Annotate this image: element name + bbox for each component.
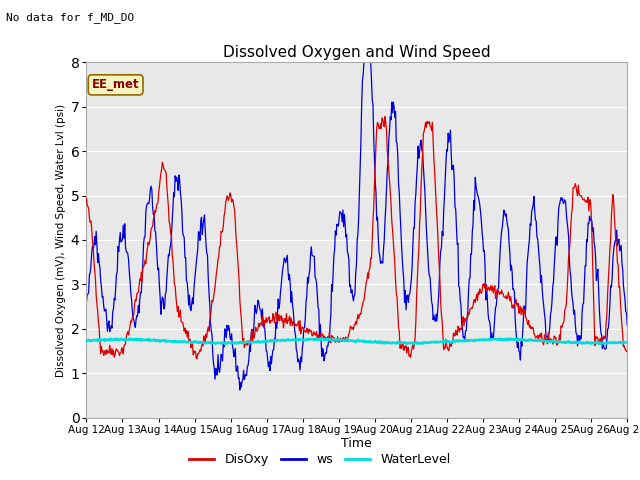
Legend: DisOxy, ws, WaterLevel: DisOxy, ws, WaterLevel <box>184 448 456 471</box>
Text: No data for f_MD_DO: No data for f_MD_DO <box>6 12 134 23</box>
Text: EE_met: EE_met <box>92 78 140 91</box>
X-axis label: Time: Time <box>341 437 372 450</box>
Title: Dissolved Oxygen and Wind Speed: Dissolved Oxygen and Wind Speed <box>223 45 491 60</box>
Y-axis label: Dissolved Oxygen (mV), Wind Speed, Water Lvl (psi): Dissolved Oxygen (mV), Wind Speed, Water… <box>56 103 67 377</box>
